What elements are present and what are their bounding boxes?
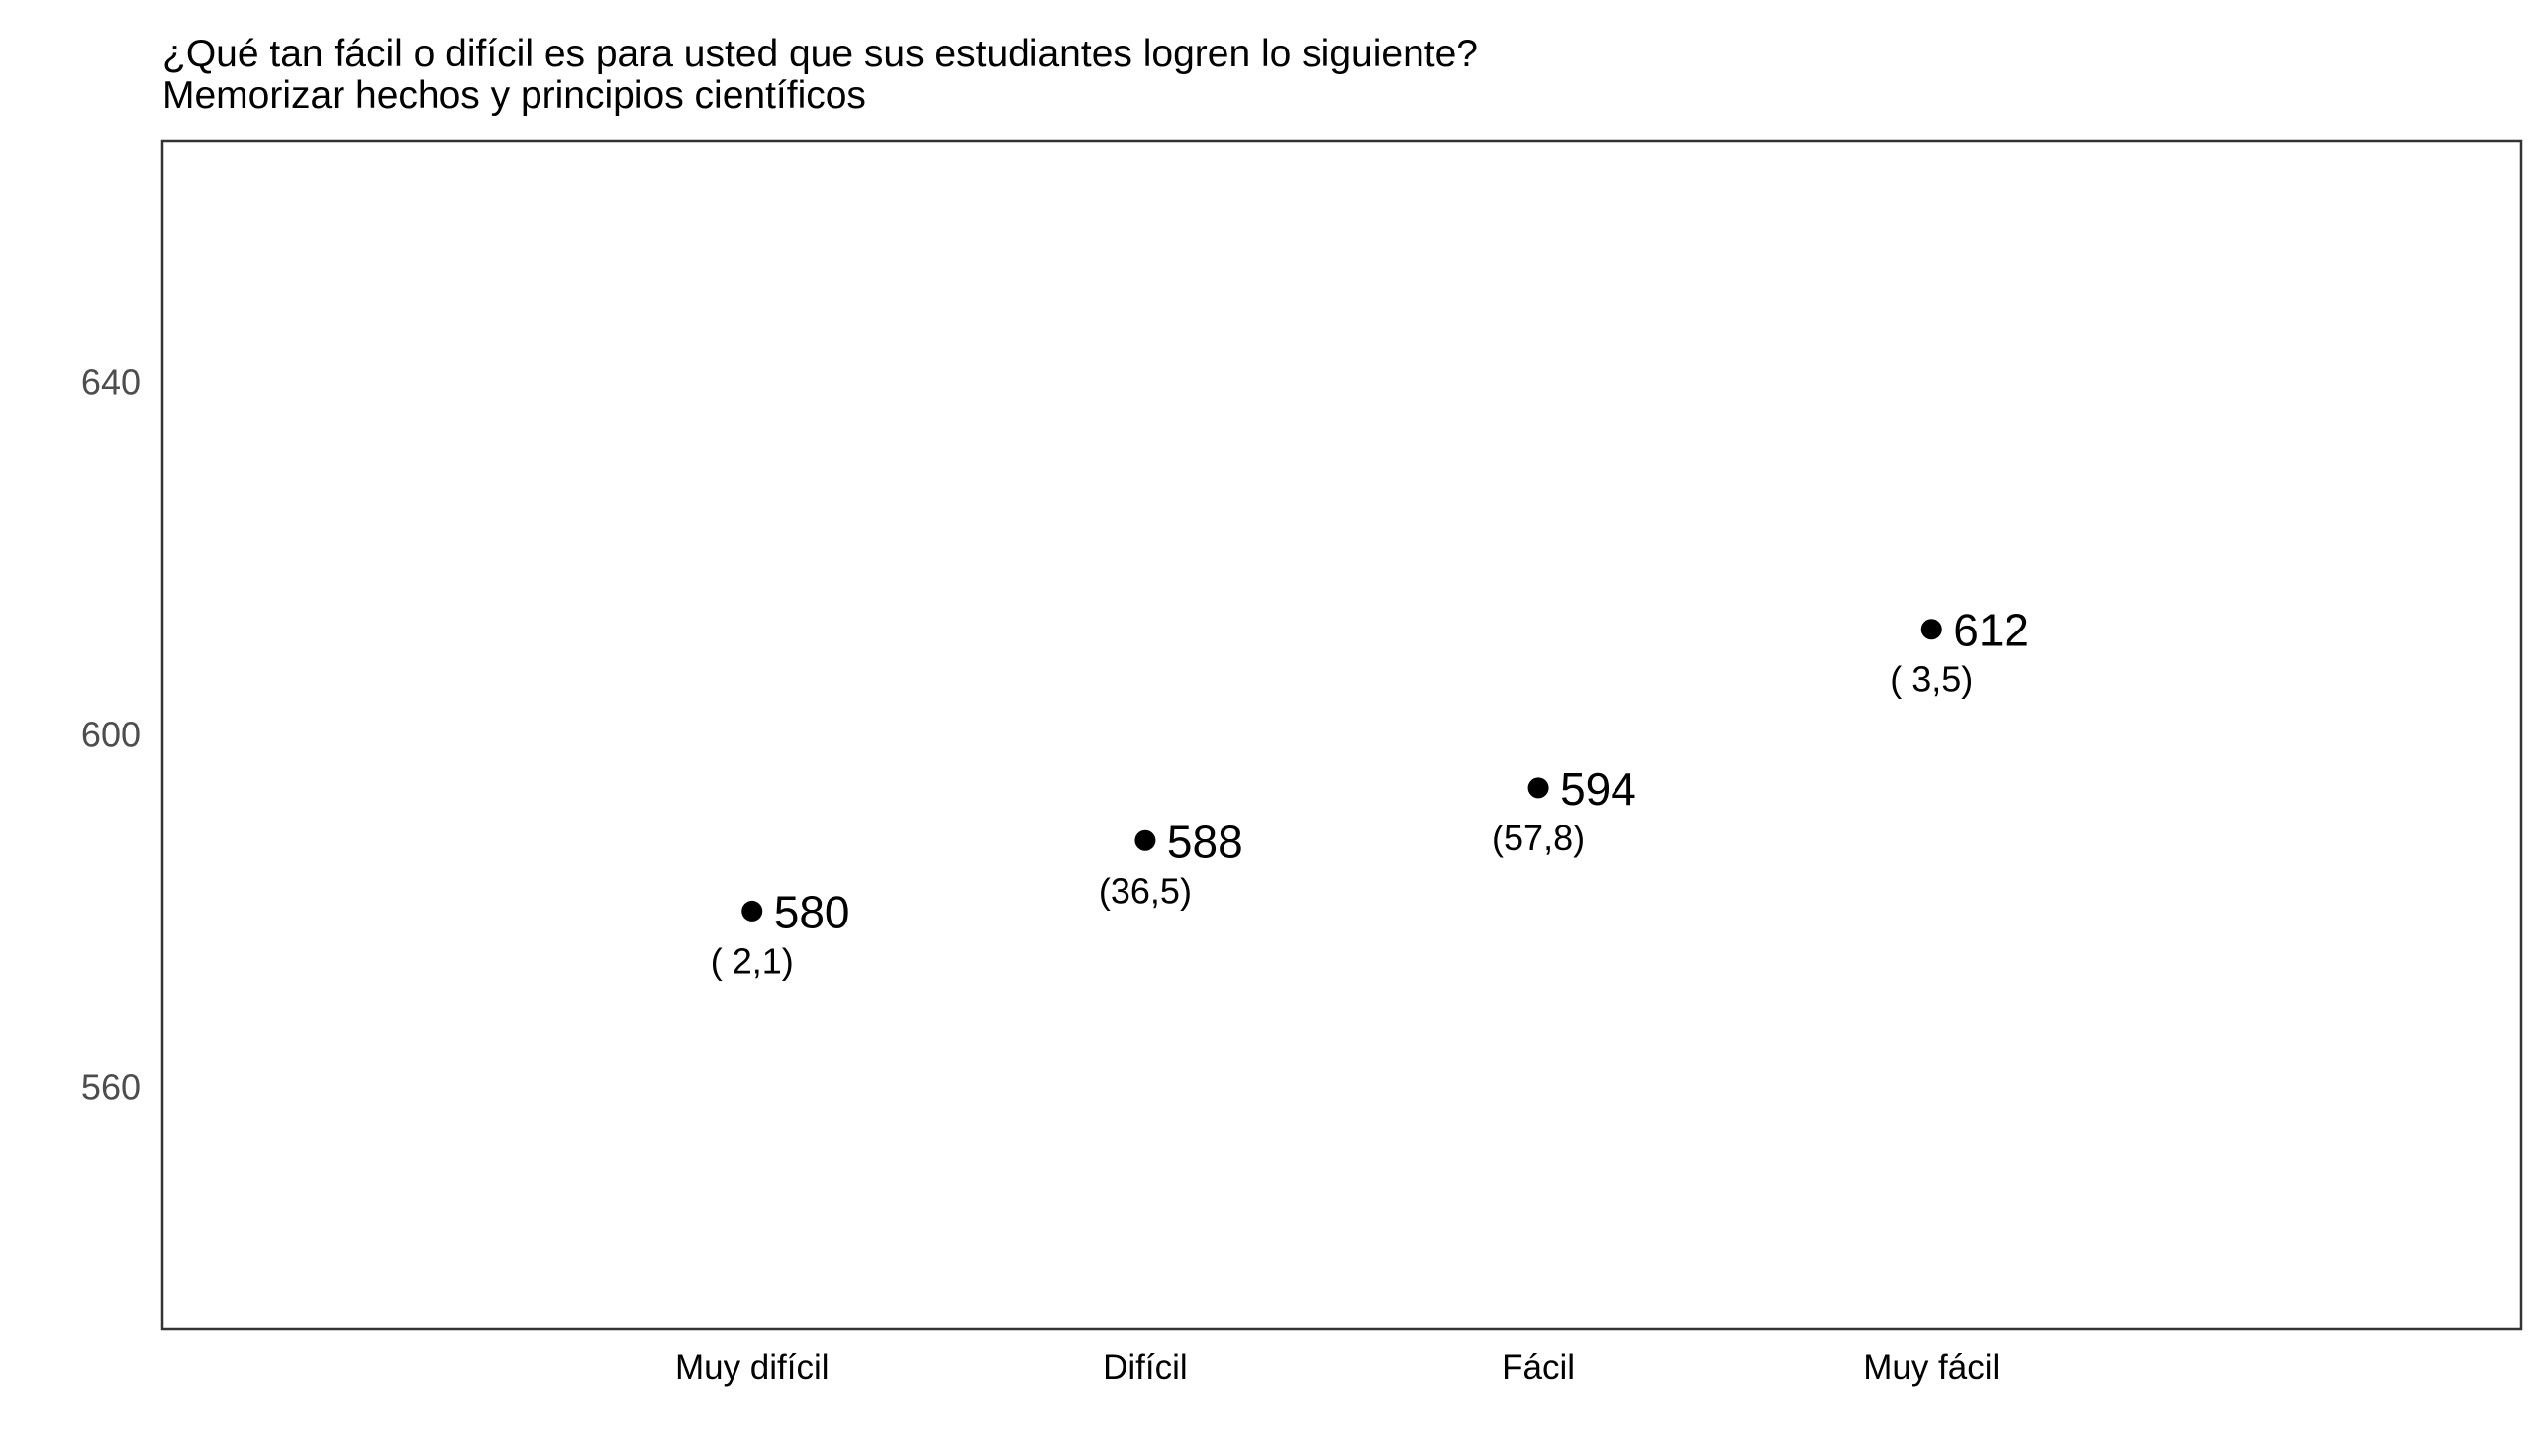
x-tick-label: Fácil [1502,1348,1575,1387]
x-tick-label: Difícil [1103,1348,1188,1387]
data-point [1134,829,1156,851]
data-points: 580( 2,1) 588(36,5) 594(57,8) 612( 3,5) [711,605,2029,982]
x-axis: Muy difícil Difícil Fácil Muy fácil [675,1348,2000,1387]
data-point [1920,619,1942,640]
y-tick-label: 560 [81,1066,141,1107]
data-point [1527,777,1549,799]
x-tick-label: Muy difícil [675,1348,830,1387]
chart-subtitle: Memorizar hechos y principios científico… [162,74,866,117]
chart-title: ¿Qué tan fácil o difícil es para usted q… [162,33,1478,75]
x-tick-label: Muy fácil [1863,1348,2000,1387]
data-value-label: 580 [774,886,850,937]
data-value-label: 588 [1167,816,1243,867]
data-percent-label: (36,5) [1099,870,1192,911]
data-percent-label: ( 2,1) [711,940,794,981]
data-point [741,900,763,922]
plot-panel-border [160,139,2523,1331]
y-axis: 560 600 640 [81,362,141,1108]
data-percent-label: ( 3,5) [1890,659,1973,700]
data-value-label: 594 [1560,763,1636,815]
data-value-label: 612 [1953,605,2029,656]
y-tick-label: 600 [81,715,141,755]
y-tick-label: 640 [81,362,141,403]
data-percent-label: (57,8) [1492,818,1585,858]
